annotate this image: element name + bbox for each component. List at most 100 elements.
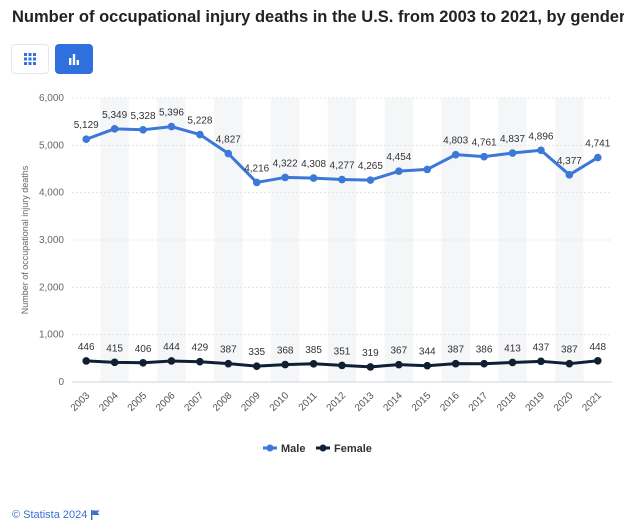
female-data-label: 335 (248, 347, 265, 358)
x-tick-label: 2008 (211, 390, 235, 414)
table-view-button[interactable] (11, 44, 49, 74)
male-point[interactable] (423, 165, 432, 174)
male-point[interactable] (167, 122, 176, 131)
male-data-label: 4,454 (386, 152, 411, 163)
male-point[interactable] (82, 135, 91, 144)
female-point[interactable] (139, 358, 147, 367)
male-data-label: 5,328 (131, 111, 156, 122)
female-point[interactable] (281, 360, 289, 369)
female-point[interactable] (451, 359, 460, 368)
male-data-label: 4,265 (358, 161, 383, 172)
y-tick-label: 2,000 (39, 282, 64, 293)
female-point[interactable] (423, 361, 432, 370)
male-point[interactable] (139, 126, 147, 134)
male-data-label: 5,228 (187, 116, 212, 127)
y-tick-label: 5,000 (39, 140, 64, 151)
x-tick-label: 2007 (183, 390, 207, 414)
male-data-label: 4,803 (443, 136, 468, 147)
y-tick-label: 6,000 (39, 93, 64, 104)
male-data-label: 4,761 (472, 138, 497, 149)
female-data-label: 413 (504, 343, 521, 354)
line-chart: 0 1,000 2,000 3,000 4,000 5,000 6,000 Number o… (20, 93, 612, 455)
x-tick-label: 2021 (580, 390, 604, 414)
female-point[interactable] (82, 357, 91, 365)
male-data-label: 4,308 (301, 159, 326, 170)
male-data-label: 4,827 (216, 135, 241, 146)
male-point[interactable] (593, 153, 602, 162)
female-data-label: 344 (419, 347, 436, 358)
female-data-label: 319 (362, 348, 379, 359)
female-point[interactable] (508, 358, 517, 367)
female-point[interactable] (565, 359, 574, 368)
female-point[interactable] (395, 360, 403, 369)
legend-item-male[interactable]: Male (263, 443, 305, 455)
female-point[interactable] (309, 359, 318, 368)
male-point[interactable] (224, 149, 233, 158)
legend: Male Female (263, 443, 372, 455)
x-tick-label: 2005 (126, 390, 150, 414)
x-tick-label: 2013 (353, 390, 377, 414)
female-point[interactable] (338, 361, 346, 370)
male-point[interactable] (338, 175, 346, 184)
female-data-label: 385 (305, 345, 322, 356)
male-point[interactable] (281, 173, 289, 182)
female-data-label: 406 (135, 344, 152, 355)
male-point[interactable] (508, 149, 517, 157)
male-point[interactable] (565, 171, 574, 179)
male-point[interactable] (366, 176, 375, 184)
bar-chart-icon (69, 54, 79, 65)
male-data-label: 5,349 (102, 110, 127, 121)
male-point[interactable] (309, 174, 318, 182)
x-tick-label: 2006 (154, 390, 178, 414)
male-point[interactable] (480, 152, 488, 161)
male-data-label: 4,837 (500, 134, 525, 145)
legend-swatch-marker (319, 444, 327, 452)
x-tick-label: 2009 (239, 390, 263, 414)
y-tick-label: 0 (58, 377, 64, 388)
female-data-label: 429 (192, 343, 209, 354)
legend-item-female[interactable]: Female (316, 443, 372, 455)
grid-icon (24, 53, 36, 65)
female-data-label: 387 (561, 345, 578, 356)
male-data-label: 4,216 (244, 163, 269, 174)
female-data-label: 386 (476, 345, 493, 356)
male-point[interactable] (196, 130, 204, 139)
female-data-label: 387 (220, 345, 237, 356)
x-tick-label: 2015 (410, 390, 434, 414)
male-data-label: 4,322 (273, 158, 298, 169)
female-point[interactable] (224, 359, 233, 368)
chart-view-button[interactable] (55, 44, 93, 74)
x-tick-label: 2012 (325, 390, 349, 414)
source-credit[interactable]: © Statista 2024 (12, 509, 88, 521)
female-point[interactable] (366, 363, 375, 371)
x-tick-label: 2016 (438, 390, 462, 414)
y-tick-label: 1,000 (39, 330, 64, 341)
legend-label: Female (334, 443, 372, 455)
flag-icon[interactable] (91, 510, 100, 520)
female-data-label: 446 (78, 342, 95, 353)
y-axis-label: Number of occupational injury deaths (20, 165, 30, 314)
female-point[interactable] (537, 357, 545, 366)
x-tick-label: 2017 (467, 390, 491, 414)
female-point[interactable] (196, 357, 204, 366)
female-point[interactable] (252, 362, 261, 370)
female-point[interactable] (167, 357, 176, 365)
legend-label: Male (281, 443, 305, 455)
male-point[interactable] (451, 150, 460, 159)
gridlines (72, 97, 612, 383)
male-data-label: 4,741 (585, 139, 610, 150)
female-point[interactable] (480, 359, 488, 368)
legend-swatch-marker (266, 444, 274, 452)
female-data-label: 444 (163, 342, 180, 353)
male-point[interactable] (110, 125, 119, 133)
female-point[interactable] (593, 356, 602, 365)
x-tick-label: 2003 (69, 390, 93, 414)
male-point[interactable] (537, 146, 545, 155)
male-point[interactable] (252, 178, 261, 187)
x-tick-label: 2004 (97, 390, 121, 414)
male-point[interactable] (395, 167, 403, 175)
female-point[interactable] (110, 358, 119, 367)
x-tick-label: 2014 (381, 390, 405, 414)
footer: © Statista 2024 (12, 509, 100, 521)
